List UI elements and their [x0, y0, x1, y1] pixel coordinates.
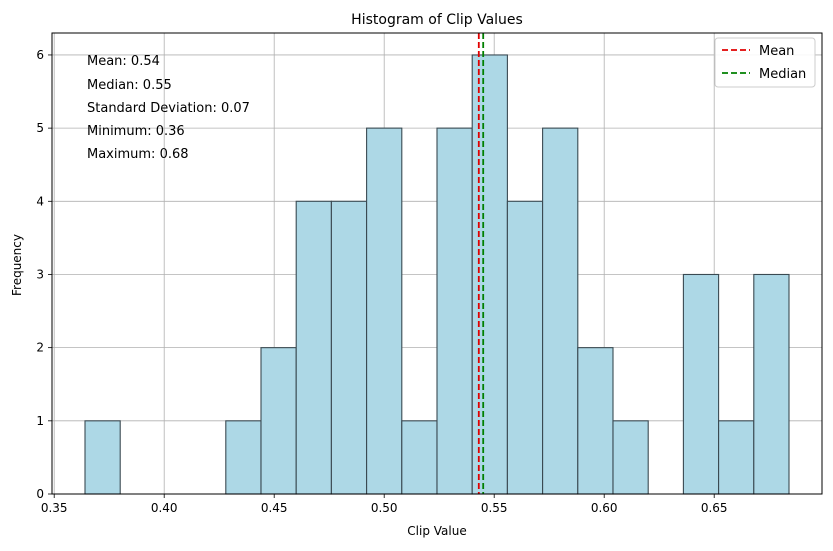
stats-median-text: Median: 0.55 [87, 78, 172, 93]
y-tick-label: 0 [36, 487, 44, 501]
histogram-bar [471, 54, 508, 495]
y-tick-label: 4 [36, 194, 44, 208]
plot-frame [51, 32, 823, 495]
y-axis-label: Frequency [10, 234, 24, 296]
x-tick-label: 0.40 [151, 501, 178, 515]
histogram-bar [718, 420, 755, 495]
legend: Mean Median [714, 37, 816, 88]
stats-max-text: Maximum: 0.68 [87, 147, 189, 162]
x-tick-label: 0.60 [591, 501, 618, 515]
stats-min-text: Minimum: 0.36 [87, 124, 185, 139]
histogram-bar [577, 347, 614, 495]
histogram-bar [612, 420, 649, 495]
y-tick-label: 3 [36, 267, 44, 281]
histogram-bar [330, 200, 368, 495]
x-tick-label: 0.55 [481, 501, 508, 515]
x-tick-label: 0.45 [261, 501, 288, 515]
histogram-bar [401, 420, 438, 495]
legend-median-label: Median [759, 67, 806, 82]
histogram-bar [506, 200, 544, 495]
histogram-bar [295, 200, 332, 495]
x-tick-label: 0.65 [701, 501, 728, 515]
x-axis-label: Clip Value [407, 524, 466, 538]
y-tick-label: 6 [36, 48, 44, 62]
histogram-bar [682, 273, 720, 495]
stats-std-text: Standard Deviation: 0.07 [87, 101, 250, 116]
ticks-layer: 0.35 0.40 0.45 0.50 0.55 0.60 0.65 0 1 2 3 4 5 6 [36, 48, 727, 515]
y-tick-label: 5 [36, 121, 44, 135]
histogram-bar [542, 127, 579, 495]
histogram-bar [260, 347, 297, 495]
histogram-bar [753, 273, 790, 495]
histogram-bar [436, 127, 473, 495]
histogram-bar [225, 420, 262, 495]
y-tick-label: 1 [36, 414, 44, 428]
x-tick-label: 0.50 [371, 501, 398, 515]
histogram-bar [366, 127, 403, 495]
chart-title: Histogram of Clip Values [351, 12, 523, 28]
legend-mean-label: Mean [759, 44, 794, 59]
y-tick-label: 2 [36, 341, 44, 355]
stats-mean-text: Mean: 0.54 [87, 54, 160, 69]
histogram-bar [84, 420, 121, 495]
reference-lines-layer [477, 33, 485, 494]
x-tick-label: 0.35 [41, 501, 68, 515]
stats-annotation: Mean: 0.54 Median: 0.55 Standard Deviati… [87, 54, 250, 162]
